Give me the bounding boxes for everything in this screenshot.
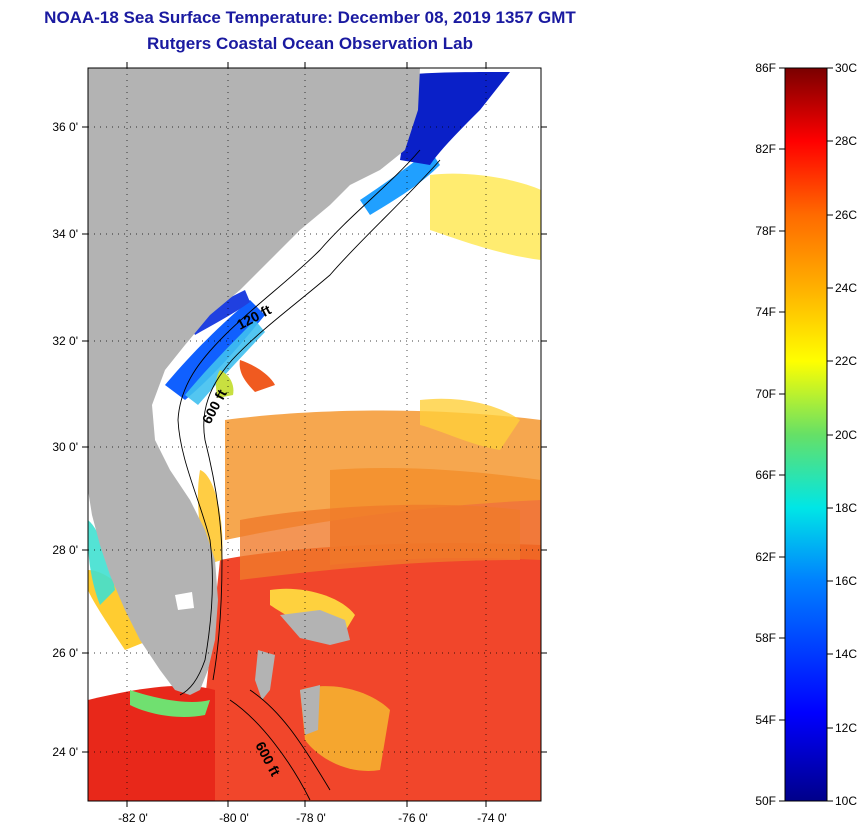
lat-label: 34 0' <box>52 227 78 241</box>
bahamas-island <box>255 650 275 700</box>
bahamas-island <box>280 610 350 645</box>
colorbar-f-label: 82F <box>755 142 776 156</box>
axis-ticks <box>82 62 547 807</box>
lat-label: 36 0' <box>52 120 78 134</box>
map-title: NOAA-18 Sea Surface Temperature: Decembe… <box>44 8 576 27</box>
colorbar-f-label: 62F <box>755 550 776 564</box>
colorbar-c-label: 28C <box>835 134 857 148</box>
lat-label: 32 0' <box>52 334 78 348</box>
map-panel: 120 ft 600 ft 600 ft <box>88 68 541 801</box>
colorbar-c-label: 12C <box>835 721 857 735</box>
colorbar-c-label: 16C <box>835 574 857 588</box>
map-frame <box>87 67 542 802</box>
map-subtitle: Rutgers Coastal Ocean Observation Lab <box>147 34 473 53</box>
graticule <box>88 68 541 801</box>
colorbar-f-label: 70F <box>755 387 776 401</box>
lon-label: -76 0' <box>398 811 428 825</box>
lake-okeechobee <box>175 592 194 610</box>
lat-label: 26 0' <box>52 646 78 660</box>
colorbar-f-label: 78F <box>755 224 776 238</box>
lon-label: -74 0' <box>477 811 507 825</box>
lat-label: 28 0' <box>52 543 78 557</box>
colorbar-c-label: 22C <box>835 354 857 368</box>
temperature-colorbar: 86F 82F 78F 74F 70F 66F 62F 58F 54F 50F … <box>755 61 857 808</box>
colorbar-c-label: 14C <box>835 647 857 661</box>
colorbar-f-label: 58F <box>755 631 776 645</box>
colorbar-c-label: 24C <box>835 281 857 295</box>
isobath-contours <box>177 149 441 801</box>
colorbar-f-label: 66F <box>755 468 776 482</box>
lon-label: -82 0' <box>118 811 148 825</box>
colorbar-f-label: 50F <box>755 794 776 808</box>
colorbar-f-label: 74F <box>755 305 776 319</box>
colorbar-gradient <box>784 67 828 802</box>
colorbar-c-label: 18C <box>835 501 857 515</box>
sst-field <box>88 72 541 801</box>
colorbar-c-label: 26C <box>835 208 857 222</box>
colorbar-f-label: 54F <box>755 713 776 727</box>
lon-label: -78 0' <box>296 811 326 825</box>
colorbar-c-label: 30C <box>835 61 857 75</box>
lat-label: 30 0' <box>52 440 78 454</box>
land-mass <box>88 68 420 695</box>
colorbar-c-label: 10C <box>835 794 857 808</box>
lon-label: -80 0' <box>219 811 249 825</box>
lat-label: 24 0' <box>52 745 78 759</box>
colorbar-c-label: 20C <box>835 428 857 442</box>
colorbar-f-label: 86F <box>755 61 776 75</box>
